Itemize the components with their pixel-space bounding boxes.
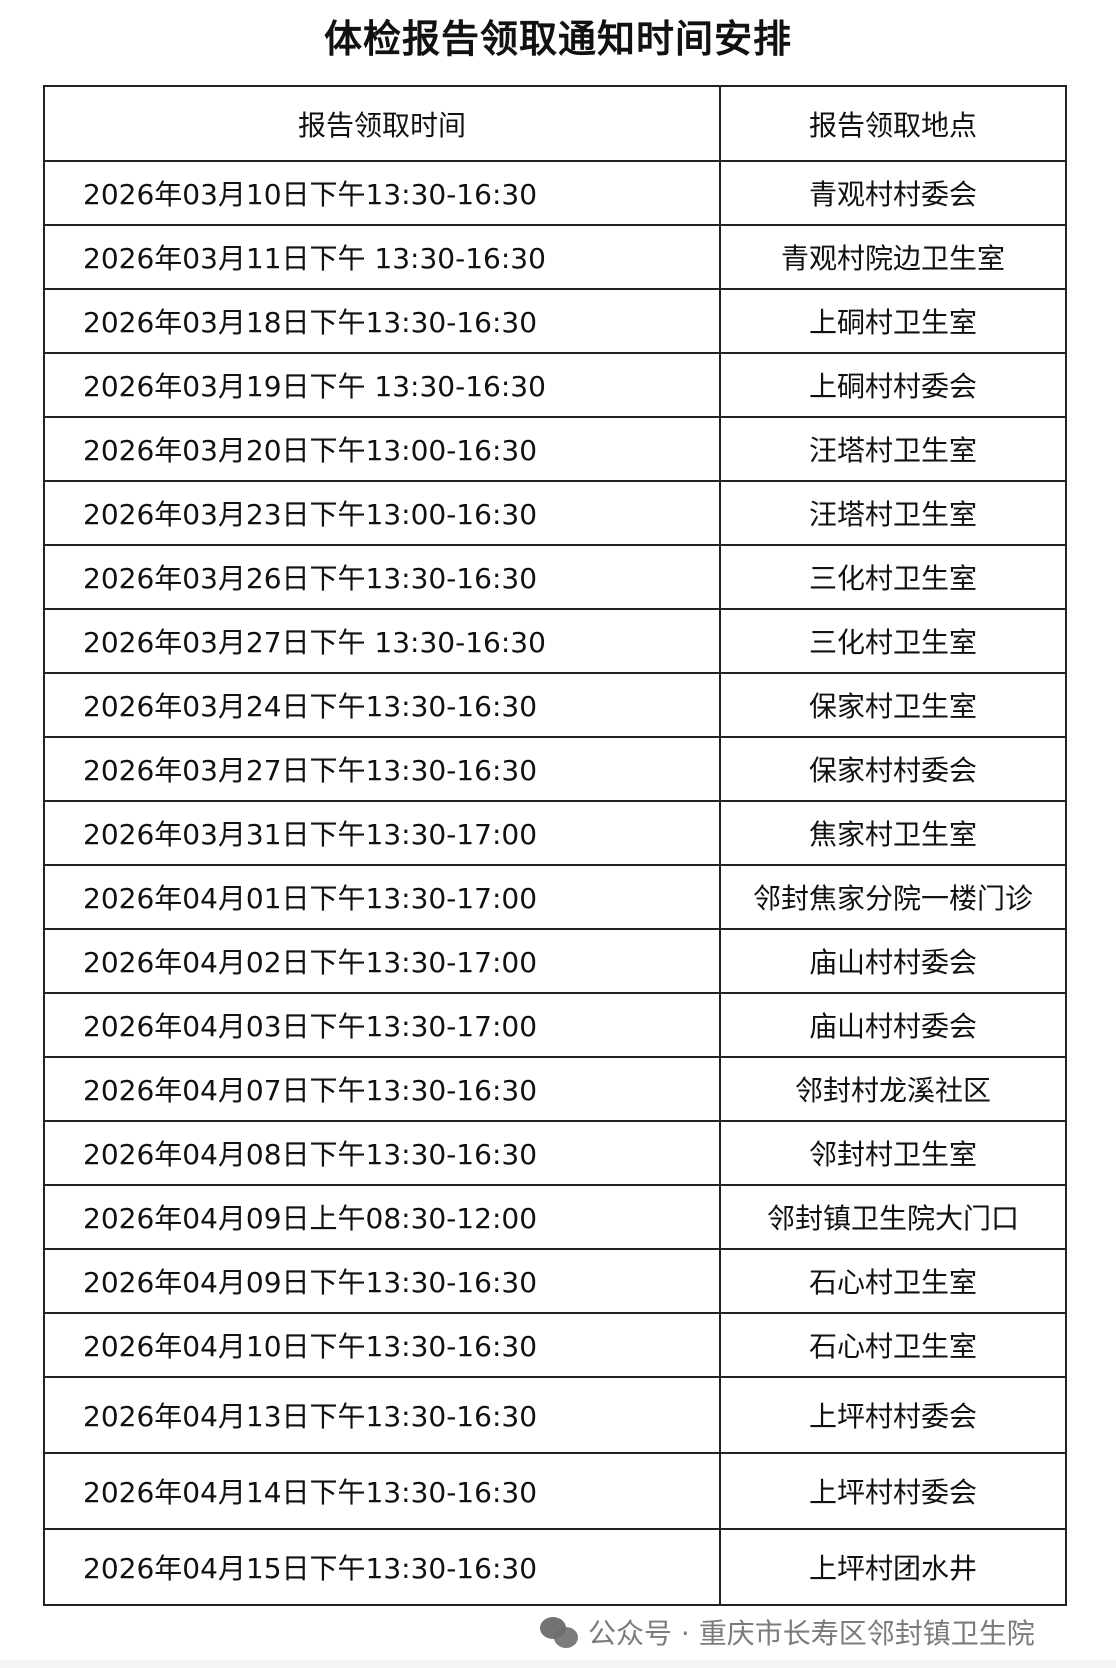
cell-time: 2026年03月10日下午13:30-16:30 [43,160,721,226]
table-row: 2026年03月20日下午13:00-16:30 汪塔村卫生室 [43,416,1067,482]
table-row: 2026年04月09日下午13:30-16:30 石心村卫生室 [43,1248,1067,1314]
bottom-strip [0,1660,1116,1668]
cell-time: 2026年03月27日下午13:30-16:30 [43,736,721,802]
cell-place: 上坪村团水井 [719,1528,1067,1606]
table-row: 2026年03月27日下午13:30-16:30 保家村村委会 [43,736,1067,802]
watermark: 公众号 · 重庆市长寿区邻封镇卫生院 [540,1616,1035,1652]
cell-time: 2026年04月01日下午13:30-17:00 [43,864,721,930]
watermark-text: 公众号 · 重庆市长寿区邻封镇卫生院 [588,1617,1035,1650]
table-row: 2026年04月14日下午13:30-16:30 上坪村村委会 [43,1452,1067,1530]
cell-place: 三化村卫生室 [719,544,1067,610]
cell-time: 2026年04月09日上午08:30-12:00 [43,1184,721,1250]
cell-place: 邻封村龙溪社区 [719,1056,1067,1122]
cell-place: 焦家村卫生室 [719,800,1067,866]
cell-place: 石心村卫生室 [719,1312,1067,1378]
table-row: 2026年03月31日下午13:30-17:00 焦家村卫生室 [43,800,1067,866]
cell-time: 2026年03月19日下午 13:30-16:30 [43,352,721,418]
cell-time: 2026年04月02日下午13:30-17:00 [43,928,721,994]
table-row: 2026年03月26日下午13:30-16:30 三化村卫生室 [43,544,1067,610]
table-row: 2026年03月19日下午 13:30-16:30 上硐村村委会 [43,352,1067,418]
cell-time: 2026年04月09日下午13:30-16:30 [43,1248,721,1314]
schedule-table: 报告领取时间 报告领取地点 2026年03月10日下午13:30-16:30 青观… [43,85,1067,1606]
cell-time: 2026年03月20日下午13:00-16:30 [43,416,721,482]
cell-time: 2026年03月31日下午13:30-17:00 [43,800,721,866]
cell-place: 青观村院边卫生室 [719,224,1067,290]
wechat-icon [540,1617,580,1651]
cell-place: 汪塔村卫生室 [719,480,1067,546]
cell-time: 2026年03月24日下午13:30-16:30 [43,672,721,738]
table-header-row: 报告领取时间 报告领取地点 [43,85,1067,162]
header-place: 报告领取地点 [719,85,1067,162]
cell-time: 2026年04月15日下午13:30-16:30 [43,1528,721,1606]
cell-place: 保家村卫生室 [719,672,1067,738]
cell-time: 2026年04月13日下午13:30-16:30 [43,1376,721,1454]
cell-place: 庙山村村委会 [719,992,1067,1058]
cell-place: 三化村卫生室 [719,608,1067,674]
cell-time: 2026年03月26日下午13:30-16:30 [43,544,721,610]
table-row: 2026年04月03日下午13:30-17:00 庙山村村委会 [43,992,1067,1058]
cell-place: 上硐村村委会 [719,352,1067,418]
table-row: 2026年04月02日下午13:30-17:00 庙山村村委会 [43,928,1067,994]
table-row: 2026年04月01日下午13:30-17:00 邻封焦家分院一楼门诊 [43,864,1067,930]
table-row: 2026年04月10日下午13:30-16:30 石心村卫生室 [43,1312,1067,1378]
cell-place: 邻封镇卫生院大门口 [719,1184,1067,1250]
table-row: 2026年03月24日下午13:30-16:30 保家村卫生室 [43,672,1067,738]
cell-time: 2026年04月10日下午13:30-16:30 [43,1312,721,1378]
table-row: 2026年04月15日下午13:30-16:30 上坪村团水井 [43,1528,1067,1606]
cell-time: 2026年04月07日下午13:30-16:30 [43,1056,721,1122]
cell-place: 汪塔村卫生室 [719,416,1067,482]
cell-place: 庙山村村委会 [719,928,1067,994]
cell-time: 2026年03月27日下午 13:30-16:30 [43,608,721,674]
table-row: 2026年03月11日下午 13:30-16:30 青观村院边卫生室 [43,224,1067,290]
cell-place: 青观村村委会 [719,160,1067,226]
table-row: 2026年03月23日下午13:00-16:30 汪塔村卫生室 [43,480,1067,546]
cell-place: 保家村村委会 [719,736,1067,802]
cell-time: 2026年04月03日下午13:30-17:00 [43,992,721,1058]
table-row: 2026年04月09日上午08:30-12:00 邻封镇卫生院大门口 [43,1184,1067,1250]
cell-time: 2026年04月14日下午13:30-16:30 [43,1452,721,1530]
page-title: 体检报告领取通知时间安排 [323,17,792,61]
table-row: 2026年04月13日下午13:30-16:30 上坪村村委会 [43,1376,1067,1454]
cell-place: 上坪村村委会 [719,1376,1067,1454]
table-row: 2026年04月08日下午13:30-16:30 邻封村卫生室 [43,1120,1067,1186]
cell-place: 上坪村村委会 [719,1452,1067,1530]
table-row: 2026年03月18日下午13:30-16:30 上硐村卫生室 [43,288,1067,354]
header-time: 报告领取时间 [43,85,721,162]
table-row: 2026年03月27日下午 13:30-16:30 三化村卫生室 [43,608,1067,674]
cell-place: 石心村卫生室 [719,1248,1067,1314]
cell-place: 邻封焦家分院一楼门诊 [719,864,1067,930]
cell-place: 上硐村卫生室 [719,288,1067,354]
cell-place: 邻封村卫生室 [719,1120,1067,1186]
table-row: 2026年03月10日下午13:30-16:30 青观村村委会 [43,160,1067,226]
cell-time: 2026年03月23日下午13:00-16:30 [43,480,721,546]
table-row: 2026年04月07日下午13:30-16:30 邻封村龙溪社区 [43,1056,1067,1122]
cell-time: 2026年03月11日下午 13:30-16:30 [43,224,721,290]
cell-time: 2026年04月08日下午13:30-16:30 [43,1120,721,1186]
cell-time: 2026年03月18日下午13:30-16:30 [43,288,721,354]
